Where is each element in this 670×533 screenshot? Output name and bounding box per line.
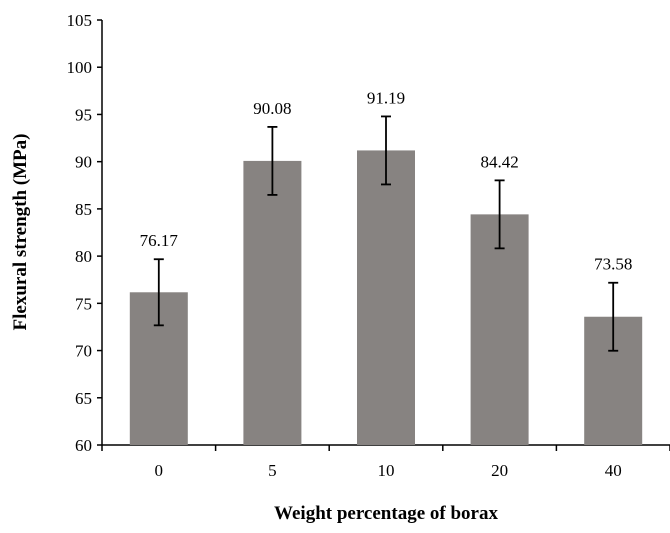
x-tick-label: 5 — [268, 461, 277, 480]
y-axis-title: Flexural strength (MPa) — [10, 134, 31, 331]
y-tick-label: 75 — [75, 294, 92, 313]
data-label: 76.17 — [140, 231, 179, 250]
y-axis: 60 65 70 75 80 85 90 95 100 105 — [67, 11, 103, 455]
y-tick-label: 70 — [75, 342, 92, 361]
x-tick-label: 20 — [491, 461, 508, 480]
y-tick-label: 80 — [75, 247, 92, 266]
bar — [357, 150, 415, 445]
x-tick-label: 10 — [378, 461, 395, 480]
y-tick-label: 95 — [75, 105, 92, 124]
y-tick-label: 85 — [75, 200, 92, 219]
data-label: 90.08 — [253, 99, 291, 118]
y-tick-label: 105 — [67, 11, 93, 30]
y-tick-label: 65 — [75, 389, 92, 408]
x-tick-label: 40 — [605, 461, 622, 480]
x-tick-label: 0 — [155, 461, 164, 480]
bars — [129, 150, 643, 445]
y-tick-label: 60 — [75, 436, 92, 455]
data-label: 73.58 — [594, 255, 632, 274]
data-label: 84.42 — [480, 152, 518, 171]
bar — [470, 214, 529, 445]
x-axis-title: Weight percentage of borax — [274, 503, 498, 524]
data-label: 91.19 — [367, 88, 405, 107]
y-tick-label: 90 — [75, 153, 92, 172]
data-labels: 76.17 90.08 91.19 84.42 73.58 — [140, 88, 633, 273]
y-tick-label: 100 — [67, 58, 93, 77]
bar — [243, 160, 302, 445]
x-axis: 0 5 10 20 40 — [101, 444, 670, 480]
error-bars — [153, 115, 619, 352]
